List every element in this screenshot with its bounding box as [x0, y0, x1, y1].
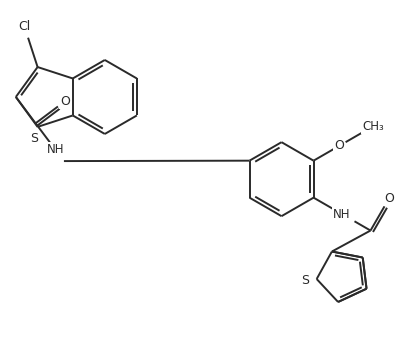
Text: S: S	[301, 274, 309, 287]
Text: O: O	[334, 139, 344, 152]
Text: O: O	[60, 94, 70, 108]
Text: S: S	[30, 133, 38, 145]
Text: NH: NH	[46, 143, 64, 156]
Text: O: O	[384, 192, 394, 205]
Text: Cl: Cl	[18, 20, 31, 33]
Text: NH: NH	[333, 208, 351, 221]
Text: CH₃: CH₃	[363, 120, 384, 133]
